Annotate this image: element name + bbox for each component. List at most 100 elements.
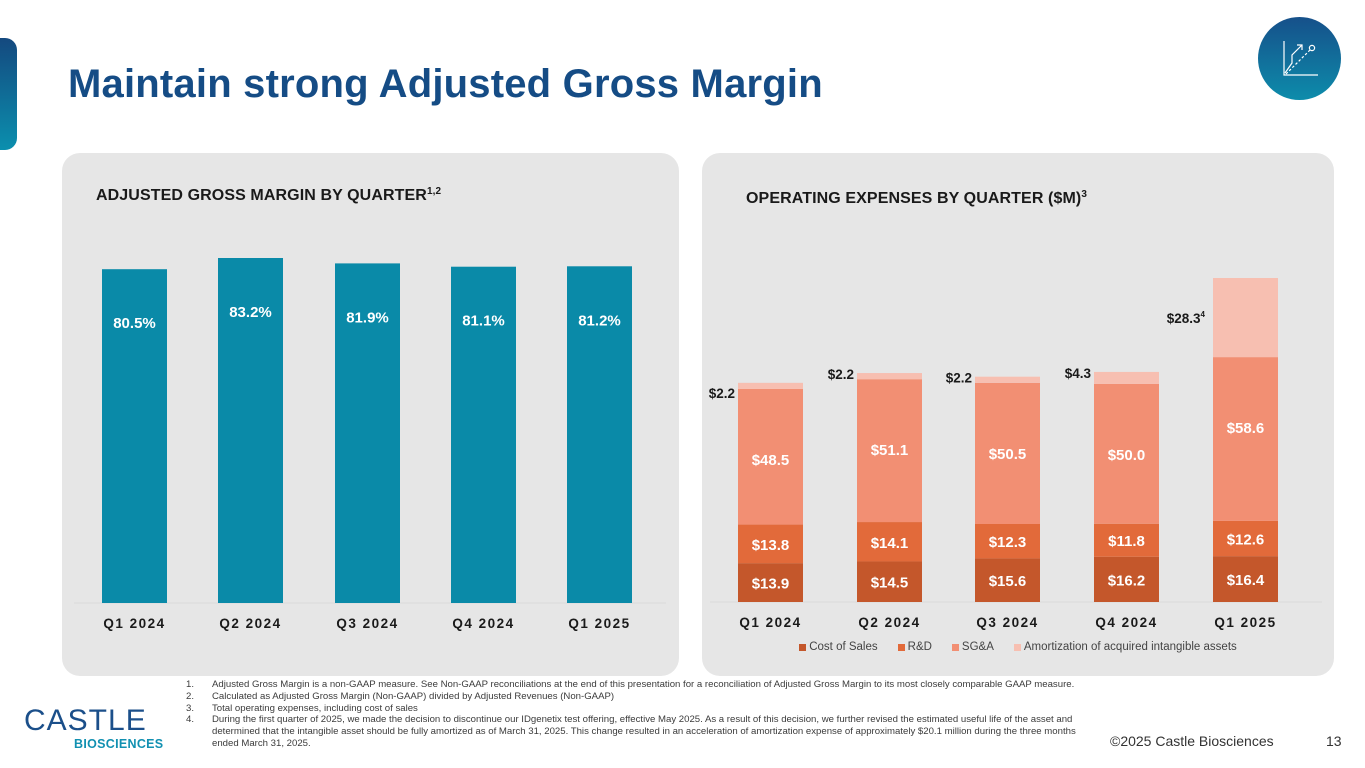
- sga-value-label: $51.1: [871, 442, 909, 459]
- gross-margin-chart: 80.5% Q1 2024 83.2% Q2 2024 81.9% Q3 2024 81.1…: [74, 258, 666, 631]
- legend-label: Amortization of acquired intangible asse…: [1023, 641, 1237, 653]
- page-title: Maintain strong Adjusted Gross Margin: [68, 62, 823, 106]
- cost-of-sales-value-label: $13.9: [752, 576, 790, 593]
- cost-of-sales-value-label: $16.4: [1227, 572, 1265, 589]
- legend-label: Cost of Sales: [809, 641, 878, 653]
- amortization-segment: [857, 373, 922, 380]
- amortization-value-label: $2.2: [709, 386, 735, 401]
- cost-of-sales-segment: [738, 563, 803, 602]
- sga-value-label: $48.5: [752, 452, 790, 469]
- cost-of-sales-segment: [1094, 556, 1159, 602]
- cost-of-sales-value-label: $16.2: [1108, 572, 1146, 589]
- rnd-value-label: $14.1: [871, 535, 909, 552]
- amortization-value-label: $28.34: [1167, 310, 1206, 326]
- opex-legend: Cost of Sales R&D SG&A Amortization of acqu…: [702, 641, 1334, 653]
- margin-bar-q2-2024: [218, 258, 283, 603]
- amortization-value-label: $4.3: [1065, 366, 1092, 381]
- rnd-value-label: $11.8: [1108, 533, 1145, 550]
- sga-segment: [738, 388, 803, 525]
- rnd-value-label: $12.6: [1227, 532, 1265, 549]
- growth-chart-icon: [1282, 40, 1318, 76]
- x-tick-label: Q4 2024: [452, 616, 514, 631]
- cost-of-sales-value-label: $15.6: [989, 573, 1027, 590]
- legend-item-amortization: Amortization of acquired intangible asse…: [1013, 641, 1237, 653]
- rnd-segment: [975, 524, 1040, 559]
- gross-margin-chart-title: ADJUSTED GROSS MARGIN BY QUARTER1,2: [96, 186, 441, 205]
- sga-segment: [1094, 383, 1159, 524]
- sga-segment: [857, 379, 922, 523]
- footnote-ref: 4: [1201, 310, 1206, 319]
- sga-segment: [975, 382, 1040, 525]
- castle-biosciences-logo: CASTLE BIOSCIENCES: [24, 706, 164, 752]
- margin-value-label: 83.2%: [229, 304, 272, 321]
- cost-of-sales-segment: [857, 561, 922, 602]
- amortization-segment: [1213, 278, 1278, 358]
- x-tick-label: Q3 2024: [976, 615, 1038, 630]
- legend-swatch: [897, 643, 905, 651]
- legend-swatch: [799, 643, 807, 651]
- footnote-number: 4.: [186, 714, 195, 726]
- gross-margin-title-text: ADJUSTED GROSS MARGIN BY QUARTER: [96, 187, 427, 204]
- legend-item-rnd: R&D: [897, 641, 932, 653]
- x-tick-label: Q1 2025: [1214, 615, 1276, 630]
- operating-expenses-panel: OPERATING EXPENSES BY QUARTER ($M)3 $13.…: [702, 153, 1334, 676]
- footnote: 2. Calculated as Adjusted Gross Margin (N…: [186, 691, 1096, 703]
- legend-swatch: [951, 643, 959, 651]
- cost-of-sales-segment: [975, 558, 1040, 602]
- rnd-segment: [1094, 523, 1159, 557]
- margin-value-label: 81.2%: [578, 312, 621, 329]
- amortization-segment: [1094, 371, 1159, 384]
- footnote-text: During the first quarter of 2025, we mad…: [212, 714, 1076, 749]
- amortization-segment: [975, 376, 1040, 383]
- gross-margin-title-footnote-ref: 1,2: [426, 186, 442, 197]
- gross-margin-panel: ADJUSTED GROSS MARGIN BY QUARTER1,2 80.5…: [62, 153, 679, 676]
- legend-label: R&D: [907, 641, 932, 653]
- footnote-text: Adjusted Gross Margin is a non-GAAP meas…: [212, 679, 1075, 690]
- footnote-text: Calculated as Adjusted Gross Margin (Non…: [212, 690, 615, 702]
- logo-subtitle: BIOSCIENCES: [74, 737, 164, 751]
- rnd-segment: [857, 522, 922, 562]
- header-badge: [1258, 17, 1341, 100]
- sga-segment: [1213, 357, 1278, 521]
- cost-of-sales-value-label: $14.5: [871, 575, 909, 592]
- margin-bar-q3-2024: [335, 263, 400, 603]
- footnote: 1. Adjusted Gross Margin is a non-GAAP me…: [186, 679, 1096, 691]
- x-tick-label: Q4 2024: [1095, 615, 1157, 630]
- legend-label: SG&A: [961, 641, 994, 653]
- footnote: 4. During the first quarter of 2025, we m…: [186, 714, 1096, 749]
- amortization-segment: [738, 382, 803, 389]
- margin-bar-q1-2024: [102, 269, 167, 603]
- margin-bar-q1-2025: [567, 266, 632, 603]
- side-accent-bar: [0, 38, 17, 150]
- page-number: 13: [1326, 733, 1342, 749]
- footnote: 3. Total operating expenses, including co…: [186, 703, 1096, 715]
- footnote-number: 2.: [186, 690, 195, 702]
- rnd-segment: [1213, 520, 1278, 557]
- footnotes: 1. Adjusted Gross Margin is a non-GAAP me…: [186, 679, 1096, 750]
- x-tick-label: Q2 2024: [219, 616, 281, 631]
- sga-value-label: $50.5: [989, 446, 1027, 463]
- legend-swatch: [1013, 643, 1021, 651]
- amortization-value-label: $2.2: [828, 367, 854, 382]
- x-tick-label: Q2 2024: [858, 615, 920, 630]
- opex-title-text: OPERATING EXPENSES BY QUARTER ($M): [746, 190, 1082, 207]
- footnote-number: 3.: [186, 702, 195, 714]
- opex-chart-title: OPERATING EXPENSES BY QUARTER ($M)3: [746, 189, 1087, 208]
- legend-item-cost-of-sales: Cost of Sales: [799, 641, 878, 653]
- rnd-value-label: $12.3: [989, 534, 1027, 551]
- legend-item-sga: SG&A: [951, 641, 994, 653]
- opex-chart: $13.9 $13.8 $48.5 $2.2 Q1 2024 $14.5 $14.1 $51.…: [709, 278, 1322, 630]
- logo-wordmark: CASTLE: [24, 704, 147, 737]
- sga-value-label: $50.0: [1108, 447, 1146, 464]
- margin-bar-q4-2024: [451, 266, 516, 603]
- x-tick-label: Q3 2024: [336, 616, 398, 631]
- margin-value-label: 81.1%: [462, 313, 505, 330]
- x-tick-label: Q1 2025: [568, 616, 630, 631]
- x-tick-label: Q1 2024: [103, 616, 165, 631]
- amortization-value-label: $2.2: [946, 371, 972, 386]
- copyright: ©2025 Castle Biosciences: [1110, 733, 1274, 749]
- cost-of-sales-segment: [1213, 556, 1278, 602]
- footnote-text: Total operating expenses, including cost…: [212, 702, 418, 714]
- opex-title-footnote-ref: 3: [1081, 189, 1087, 200]
- footnote-number: 1.: [186, 679, 195, 690]
